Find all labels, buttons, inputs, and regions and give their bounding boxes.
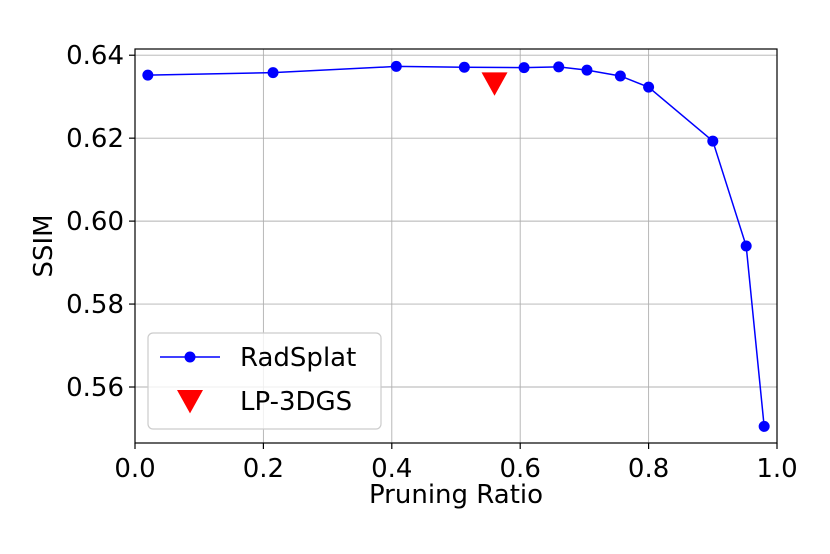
x-tick-label: 0.0 [114,454,155,484]
y-axis-label: SSIM [29,214,59,277]
x-tick-label: 0.4 [371,454,412,484]
plot-frame [134,48,778,444]
series-layer [142,60,770,432]
x-tick-label: 1.0 [756,454,797,484]
y-tick-label: 0.64 [66,41,124,71]
data-point-radsplat [390,60,402,72]
data-point-radsplat [553,61,565,73]
data-point-lp-3dgs [481,72,508,96]
y-tick-label: 0.58 [66,290,124,320]
data-point-radsplat [267,67,279,79]
y-tick-label: 0.56 [66,373,124,403]
data-point-radsplat [707,135,719,147]
y-tick-label: 0.60 [66,207,124,237]
data-point-radsplat [142,69,154,81]
y-tick-label: 0.62 [66,124,124,154]
ticks: 0.0 0.2 0.4 0.6 0.8 1.0 0.56 0.58 0.60 0.62 0.64 [66,41,798,484]
legend-label-radsplat: RadSplat [240,343,356,373]
legend: RadSplat LP-3DGS [147,332,382,430]
x-tick-label: 0.8 [628,454,669,484]
legend-label-lp-3dgs: LP-3DGS [240,387,352,417]
data-point-radsplat [740,240,752,252]
x-tick-label: 0.2 [243,454,284,484]
data-point-radsplat [518,62,530,74]
x-axis-label: Pruning Ratio [369,480,543,510]
legend-marker-lp-3dgs [177,389,203,414]
data-point-radsplat [458,61,470,73]
series-line-radsplat [147,65,765,427]
legend-marker-radsplat [184,351,196,363]
x-tick-label: 0.6 [500,454,541,484]
data-point-radsplat [758,420,770,432]
data-point-radsplat [581,64,593,76]
data-point-radsplat [643,81,655,93]
data-point-radsplat [614,70,626,82]
